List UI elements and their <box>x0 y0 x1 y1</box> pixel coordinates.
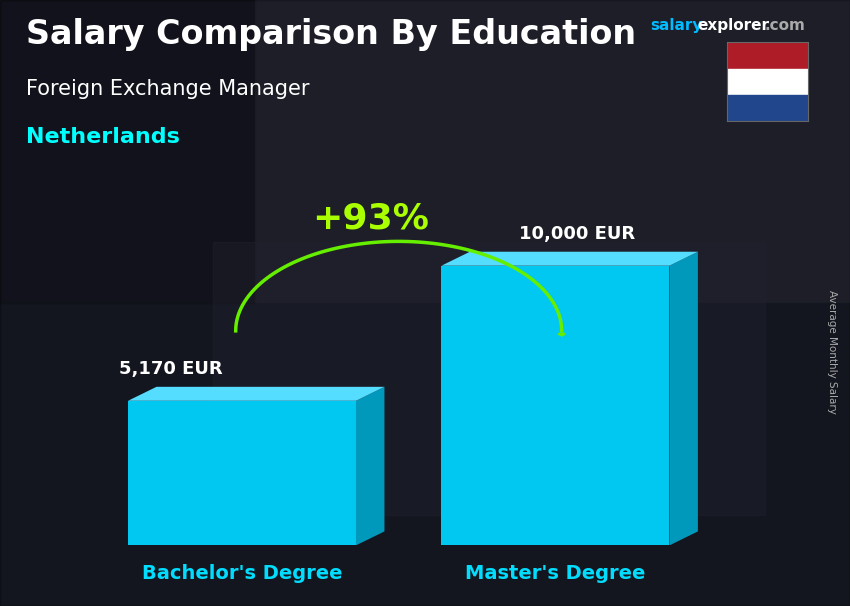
Text: salary: salary <box>650 18 703 33</box>
Text: Salary Comparison By Education: Salary Comparison By Education <box>26 18 636 51</box>
Bar <box>255 0 850 303</box>
Polygon shape <box>356 387 384 545</box>
Polygon shape <box>128 401 356 545</box>
Text: Foreign Exchange Manager: Foreign Exchange Manager <box>26 79 309 99</box>
Bar <box>0 303 850 606</box>
Bar <box>0 0 255 303</box>
Bar <box>212 242 765 515</box>
Text: Netherlands: Netherlands <box>26 127 179 147</box>
Bar <box>727 68 808 95</box>
Text: explorer: explorer <box>697 18 769 33</box>
Text: +93%: +93% <box>312 202 428 236</box>
Text: Average Monthly Salary: Average Monthly Salary <box>827 290 837 413</box>
Bar <box>727 95 808 121</box>
Polygon shape <box>128 387 384 401</box>
Polygon shape <box>441 265 670 545</box>
Bar <box>727 42 808 68</box>
Text: 5,170 EUR: 5,170 EUR <box>119 361 223 378</box>
Polygon shape <box>441 251 698 265</box>
Polygon shape <box>670 251 698 545</box>
Text: 10,000 EUR: 10,000 EUR <box>518 225 635 244</box>
Text: .com: .com <box>765 18 806 33</box>
